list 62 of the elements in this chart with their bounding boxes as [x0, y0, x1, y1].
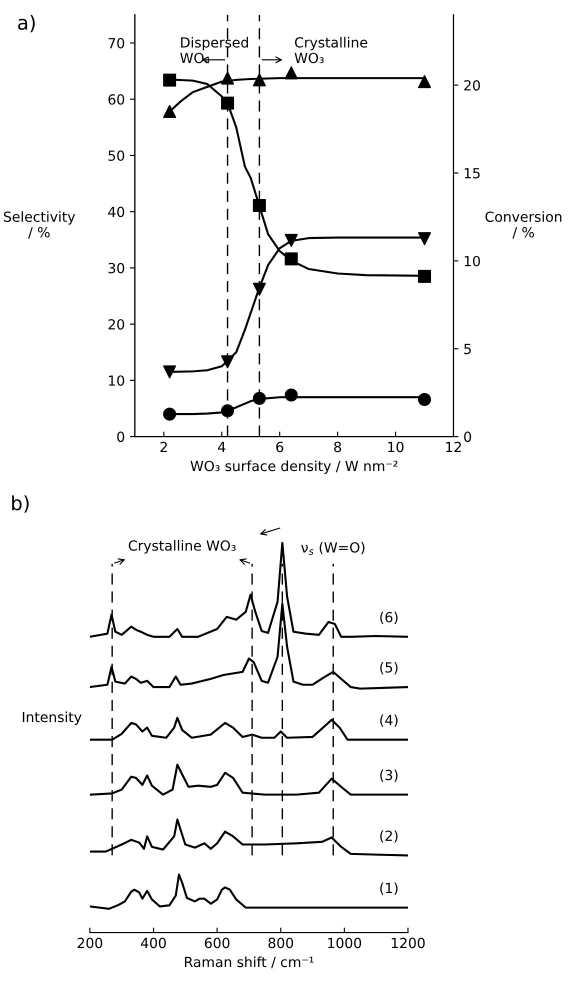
- x-tick-label: 200: [78, 938, 102, 948]
- point: [163, 74, 176, 87]
- y2-tick-label: 15: [464, 168, 480, 178]
- series-label: (5): [380, 662, 398, 674]
- point: [221, 404, 234, 418]
- y-axis-title: Intensity: [22, 712, 82, 725]
- y2-tick-label: 0: [464, 432, 472, 442]
- x-axis-title: WO₃ surface density / W nm⁻²: [190, 460, 398, 474]
- x-tick-label: 800: [268, 938, 294, 948]
- series-label: (4): [380, 714, 398, 727]
- x-tick-label: 12: [446, 442, 461, 452]
- annotation: ν$_{s}$ (W=O): [301, 542, 364, 555]
- point: [221, 72, 234, 85]
- point: [252, 392, 266, 405]
- chart-title: b): [12, 495, 29, 513]
- point: [163, 365, 176, 378]
- annotation: Crystalline WO₃: [128, 540, 236, 554]
- x-tick-label: 10: [388, 442, 404, 452]
- x-tick-label: 1200: [392, 938, 425, 948]
- x-axis-title: Raman shift / cm⁻¹: [184, 956, 314, 968]
- point: [252, 198, 266, 212]
- series-label: (2): [380, 830, 398, 843]
- chart-title: a): [18, 14, 35, 32]
- annotation: Dispersed WO₃: [180, 36, 248, 64]
- point: [418, 232, 432, 246]
- point: [418, 75, 432, 88]
- y-tick-label: 50: [108, 150, 124, 161]
- x-tick-label: 4: [218, 442, 226, 452]
- y-tick-label: 0: [117, 432, 124, 442]
- y2-tick-label: 20: [464, 80, 480, 91]
- y-tick-label: 70: [108, 38, 124, 48]
- point: [252, 282, 266, 296]
- point: [418, 392, 432, 406]
- point: [163, 408, 176, 421]
- point: [284, 234, 298, 247]
- x-tick-label: 600: [204, 938, 230, 948]
- x-tick-label: 400: [140, 938, 166, 948]
- point: [284, 66, 298, 80]
- y-tick-label: 20: [108, 319, 124, 330]
- y2-tick-label: 5: [464, 344, 471, 354]
- y-tick-label: 60: [108, 94, 124, 105]
- y2-tick-label: 10: [464, 256, 480, 266]
- series-label: (1): [380, 882, 398, 895]
- series-label: (6): [380, 612, 398, 624]
- point: [284, 252, 298, 266]
- point: [221, 355, 234, 368]
- y-tick-label: 30: [108, 262, 124, 274]
- x-tick-label: 8: [334, 442, 342, 452]
- annotation: Crystalline WO₃: [294, 36, 368, 64]
- y-axis-title: Selectivity / %: [4, 211, 76, 239]
- y-tick-label: 40: [108, 206, 124, 218]
- point: [418, 270, 432, 283]
- x-tick-label: 6: [276, 442, 284, 452]
- point: [252, 73, 266, 86]
- x-tick-label: 2: [160, 442, 167, 452]
- series-label: (3): [380, 770, 398, 782]
- y2-axis-title: Conversion / %: [485, 211, 562, 239]
- x-tick-label: 1000: [328, 938, 362, 948]
- y-tick-label: 10: [108, 375, 124, 386]
- point: [221, 96, 234, 110]
- point: [163, 104, 176, 118]
- point: [284, 388, 298, 402]
